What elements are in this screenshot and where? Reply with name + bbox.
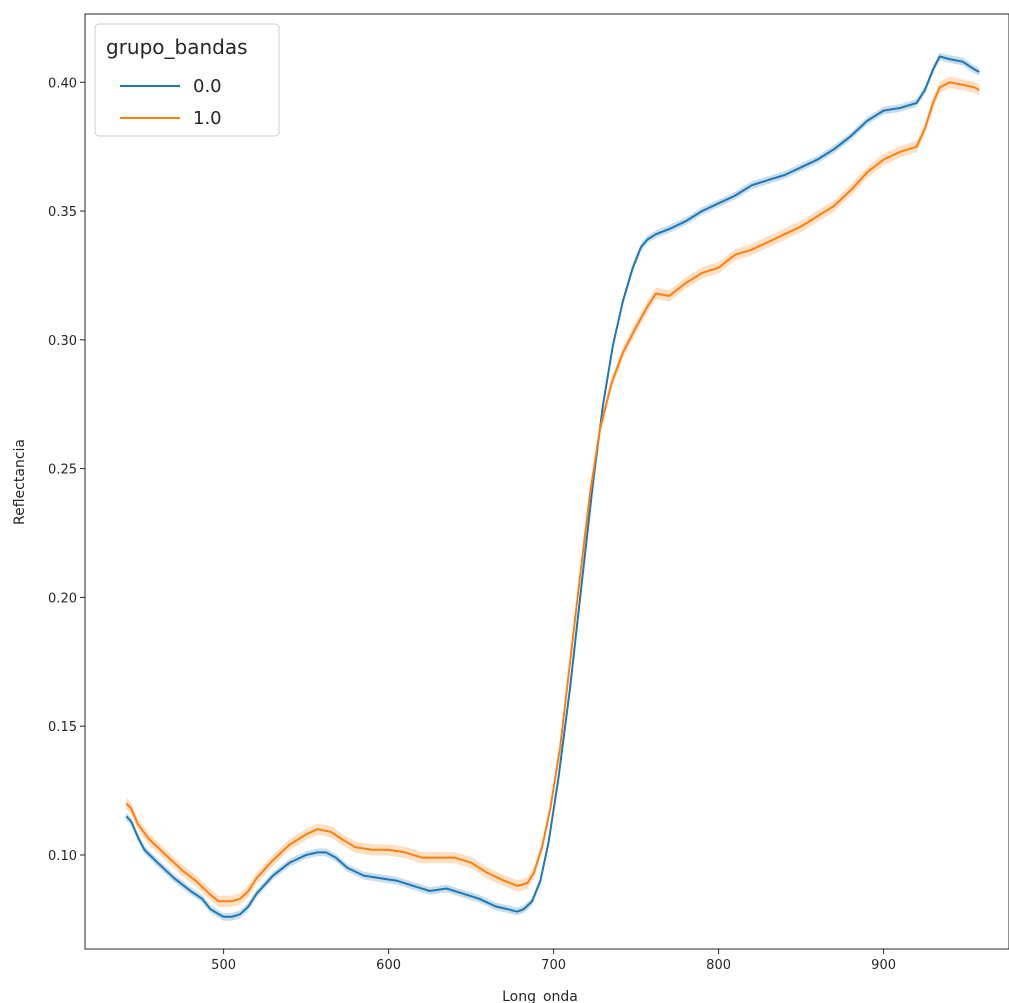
x-tick-label: 900 (871, 958, 896, 973)
series-line-1 (125, 81, 980, 903)
legend-entry-1: 1.0 (193, 108, 222, 129)
y-tick-label: 0.15 (48, 720, 77, 735)
y-tick-label: 0.35 (48, 205, 77, 220)
x-tick-label: 500 (211, 958, 236, 973)
x-tick-label: 700 (541, 958, 566, 973)
y-tick-label: 0.30 (48, 334, 77, 349)
series-band-1 (126, 76, 980, 908)
legend: grupo_bandas 0.0 1.0 (94, 23, 280, 137)
x-axis: 500 600 700 800 900 (211, 949, 896, 973)
legend-title: grupo_bandas (106, 35, 248, 59)
x-tick-label: 800 (706, 958, 731, 973)
series-layer (125, 52, 980, 921)
x-axis-label: Long_onda (502, 989, 578, 1003)
y-tick-label: 0.10 (48, 849, 77, 864)
y-tick-label: 0.25 (48, 463, 77, 478)
y-tick-label: 0.20 (48, 591, 77, 606)
y-axis: 0.10 0.15 0.20 0.25 0.30 0.35 0.40 (48, 76, 85, 864)
y-tick-label: 0.40 (48, 76, 77, 91)
legend-entry-0: 0.0 (193, 76, 222, 97)
y-axis-label: Reflectancia (12, 439, 28, 525)
x-tick-label: 600 (376, 958, 401, 973)
series-line-0 (125, 55, 980, 918)
legend-frame (94, 23, 280, 137)
plot-frame (84, 13, 1009, 950)
plot-area (84, 13, 1009, 950)
